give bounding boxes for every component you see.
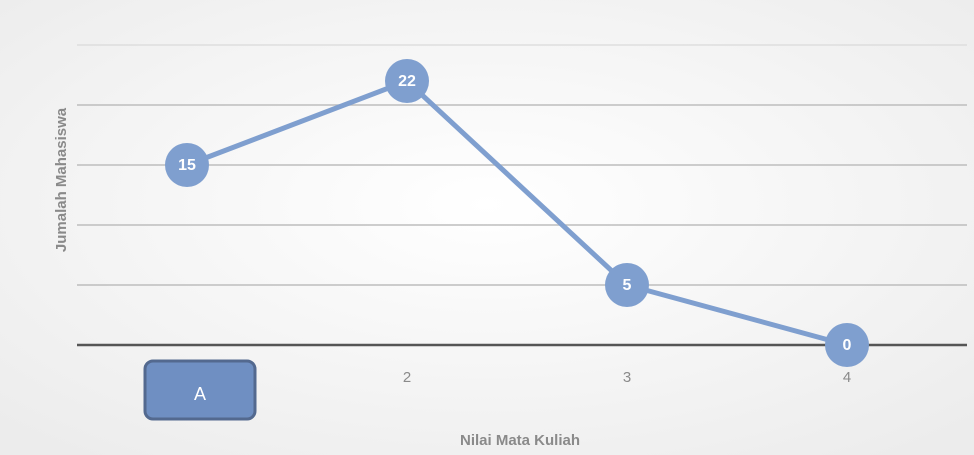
x-axis-label: Nilai Mata Kuliah <box>460 432 580 449</box>
point <box>825 323 869 367</box>
point <box>385 59 429 103</box>
x-tick-label: 3 <box>623 369 631 386</box>
y-axis-label: Jumalah Mahasiswa <box>53 107 70 252</box>
line <box>186 78 848 348</box>
x-tick-label: 2 <box>403 369 411 386</box>
category-highlight <box>143 359 257 421</box>
x-tick-label: 4 <box>843 369 851 386</box>
point <box>165 143 209 187</box>
data-label: 0 <box>843 337 852 354</box>
x-tick-label: A <box>194 384 206 404</box>
data-label: 22 <box>398 73 416 90</box>
point <box>605 263 649 307</box>
data-label: 5 <box>623 277 632 294</box>
data-label: 15 <box>178 157 196 174</box>
